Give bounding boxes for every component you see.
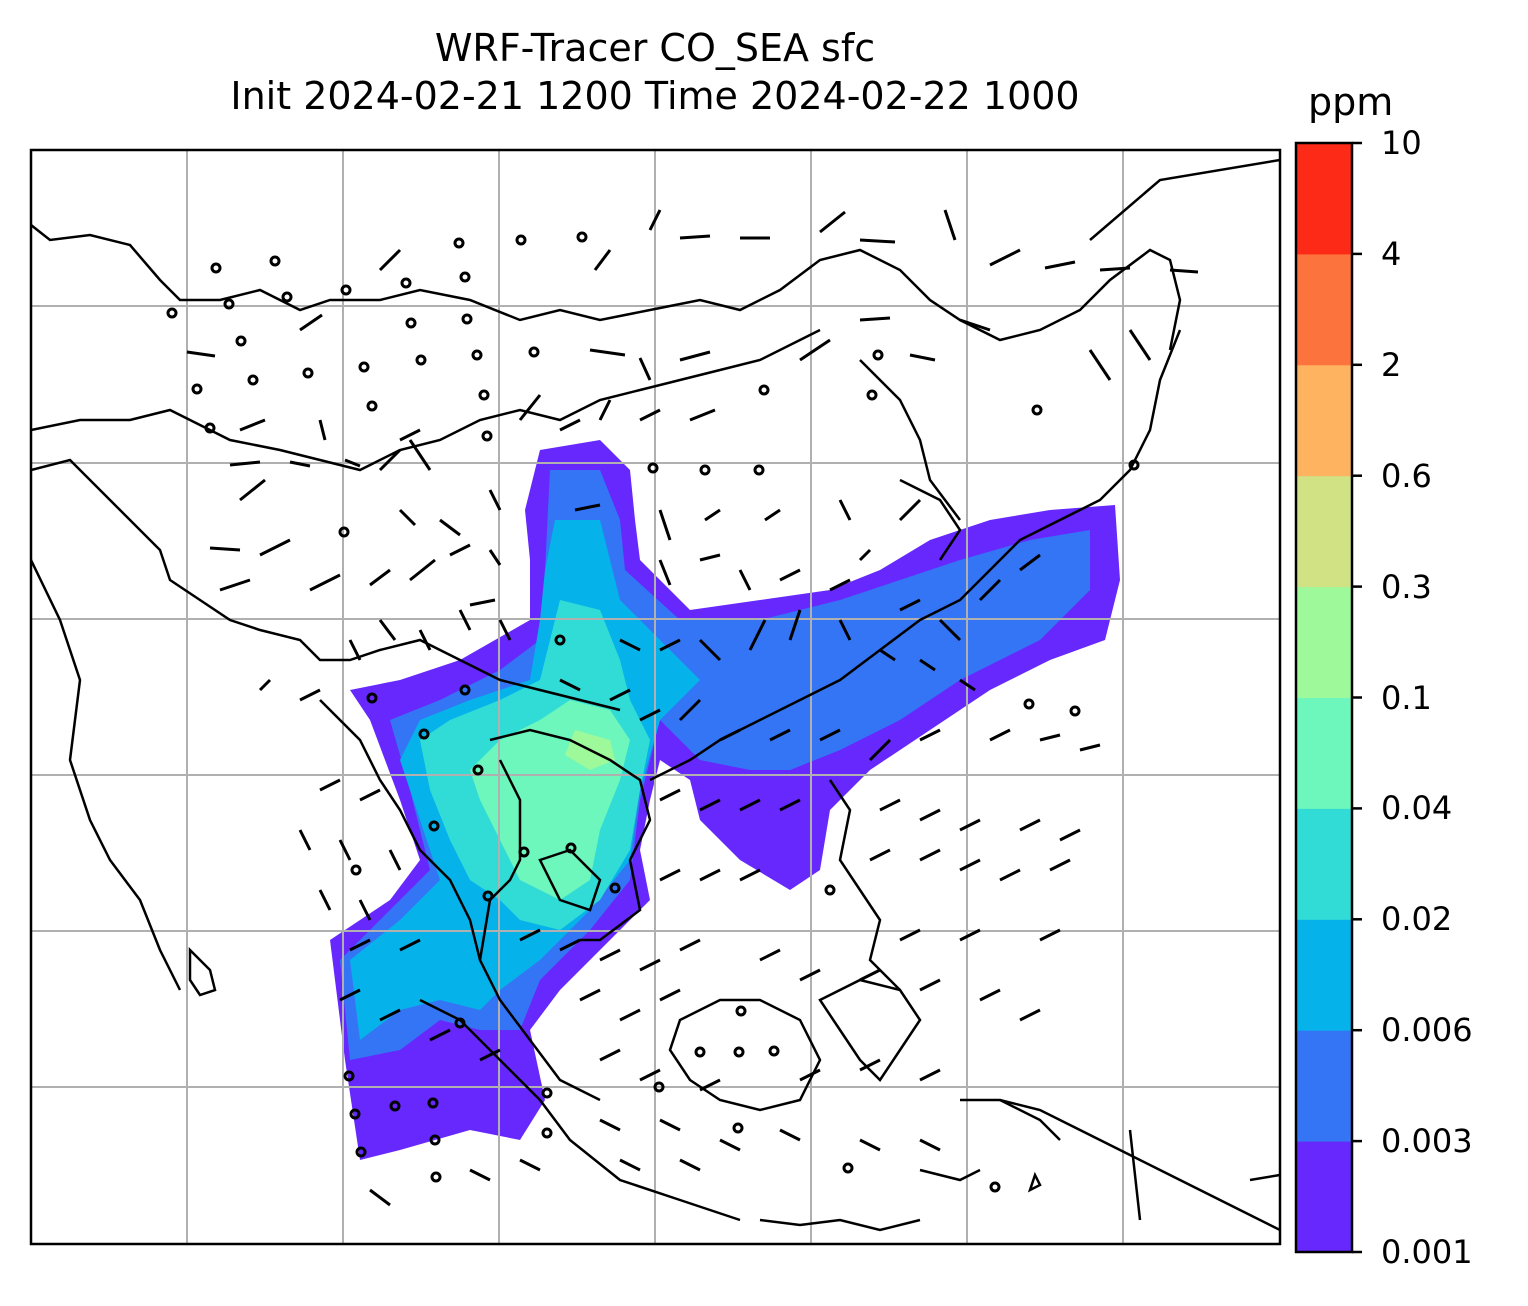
colorbar-tick-label: 0.04 — [1381, 789, 1453, 828]
colorbar-segment — [1296, 808, 1352, 920]
colorbar-tick-label: 0.006 — [1381, 1011, 1473, 1050]
colorbar-tick-label: 0.02 — [1381, 900, 1453, 939]
colorbar-unit-label: ppm — [1308, 80, 1394, 124]
colorbar-frame — [1294, 141, 1354, 1254]
map-frame — [29, 148, 1282, 1246]
title-line-1: WRF-Tracer CO_SEA sfc — [434, 26, 876, 70]
colorbar-tick-label: 0.1 — [1381, 678, 1432, 717]
colorbar-segment — [1296, 475, 1352, 588]
coastlines — [31, 158, 1280, 1232]
colorbar-segment — [1296, 1030, 1352, 1142]
colorbar-segment — [1296, 253, 1352, 366]
colorbar-tick-label: 0.001 — [1381, 1233, 1473, 1271]
colorbar-segment — [1296, 143, 1352, 255]
colorbar-segment — [1296, 586, 1352, 698]
colorbar-tick-label: 0.003 — [1381, 1122, 1473, 1161]
gridlines — [31, 150, 1280, 1244]
wind-barbs — [166, 209, 1199, 1207]
concentration-field — [330, 440, 1120, 1160]
colorbar-tick-label: 0.6 — [1381, 456, 1432, 495]
colorbar-segment — [1296, 919, 1352, 1031]
map-title: WRF-Tracer CO_SEA sfc Init 2024-02-21 12… — [30, 24, 1280, 120]
map-area — [31, 150, 1280, 1244]
colorbar-tick-label: 4 — [1381, 234, 1402, 273]
colorbar-segment — [1296, 1141, 1352, 1253]
colorbar-segment — [1296, 364, 1352, 477]
colorbar-tick-label: 2 — [1381, 345, 1402, 384]
colorbar-tick-label: 0.3 — [1381, 567, 1432, 606]
colorbar — [1296, 141, 1362, 1254]
title-line-2: Init 2024-02-21 1200 Time 2024-02-22 100… — [230, 74, 1080, 118]
colorbar-segment — [1296, 697, 1352, 809]
colorbar-tick-label: 10 — [1381, 124, 1422, 162]
